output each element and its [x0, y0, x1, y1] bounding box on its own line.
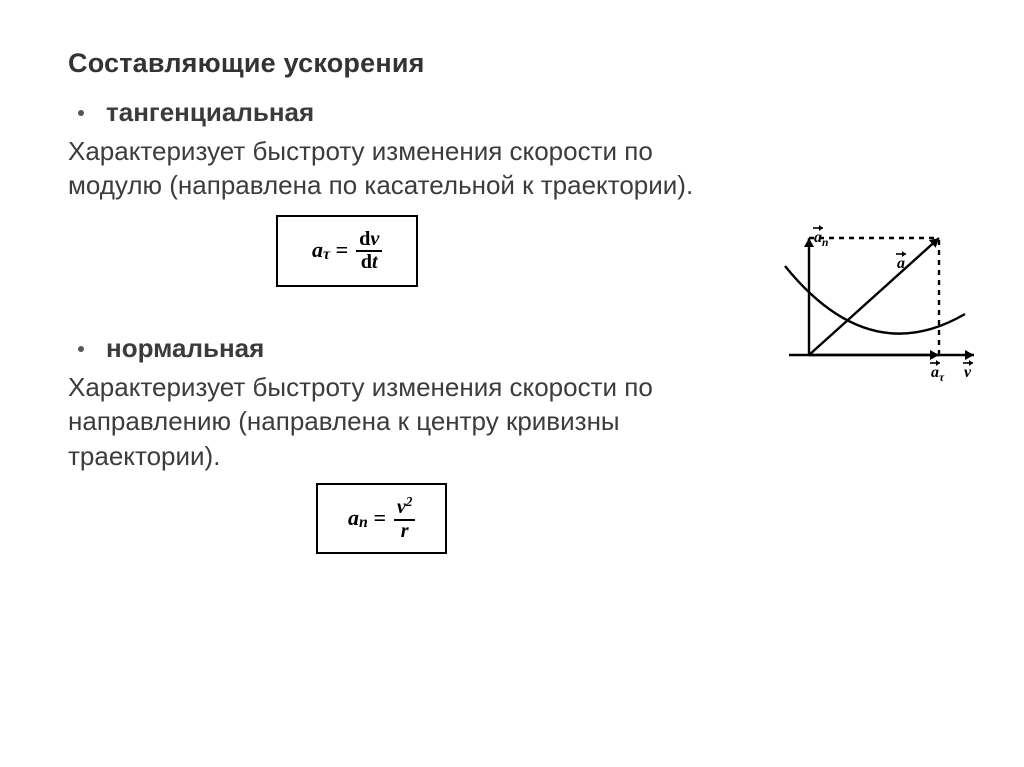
f1-lhs-sub: τ: [323, 246, 330, 263]
bullet-tangential-label: тангенциальная: [106, 97, 314, 128]
f1-num-v: v: [370, 228, 379, 250]
f1-den-d: d: [361, 251, 372, 273]
formula-normal: an = v2 r: [316, 483, 447, 554]
f1-num-d: d: [359, 228, 370, 250]
bullet-dot-icon: [78, 110, 84, 116]
formula-normal-eq: an = v2 r: [348, 495, 415, 542]
formula-tangential: aτ = dv dt: [276, 215, 418, 287]
f2-num-v: v: [397, 496, 406, 518]
f2-num-sup: 2: [406, 494, 413, 509]
bullet-normal-label: нормальная: [106, 333, 264, 364]
svg-text:a: a: [897, 255, 905, 272]
f2-lhs-sub: n: [359, 514, 368, 531]
tangential-description: Характеризует быстроту изменения скорост…: [68, 134, 708, 203]
page-title: Составляющие ускорения: [68, 48, 956, 79]
bullet-tangential: тангенциальная: [68, 97, 956, 128]
formula-tangential-eq: aτ = dv dt: [312, 229, 382, 273]
svg-text:v: v: [964, 364, 972, 381]
f2-lhs-var: a: [348, 505, 359, 530]
f1-den-t: t: [372, 251, 378, 273]
svg-text:aτ: aτ: [931, 364, 945, 384]
normal-description: Характеризует быстроту изменения скорост…: [68, 370, 708, 473]
acceleration-diagram: an a aτ v: [779, 220, 984, 385]
f2-den-r: r: [401, 520, 409, 542]
bullet-dot-icon: [78, 346, 84, 352]
svg-text:an: an: [814, 229, 828, 249]
f1-lhs-var: a: [312, 237, 323, 262]
